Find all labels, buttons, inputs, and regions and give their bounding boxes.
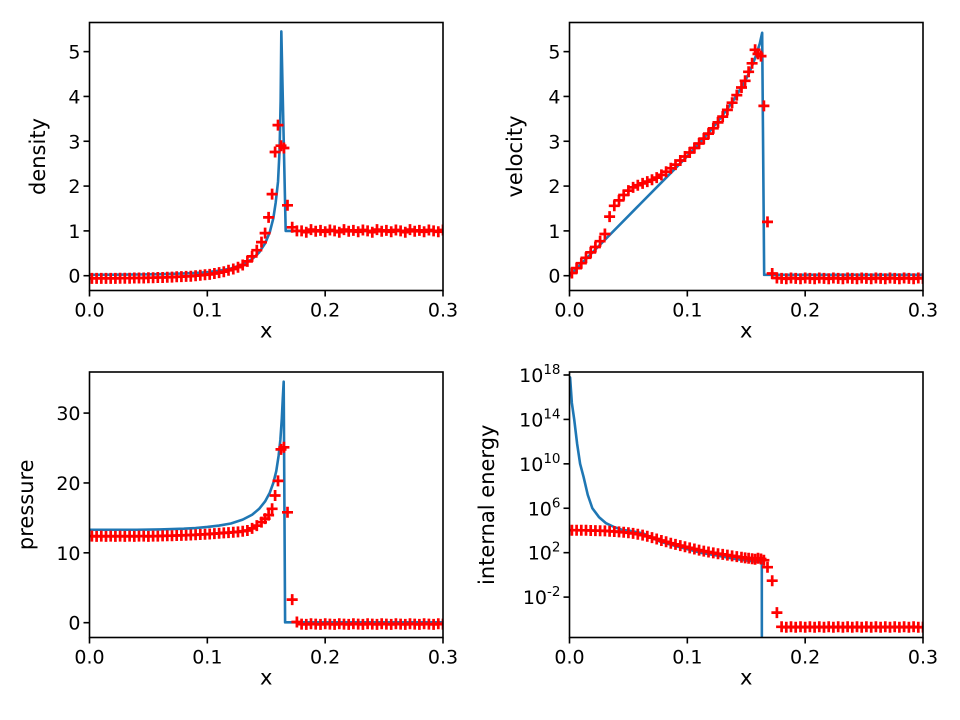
x-tick-label: 0.0	[74, 647, 104, 669]
velocity-x-axis-label: x	[740, 319, 752, 343]
velocity-particle-markers	[569, 44, 923, 285]
y-tick-label: 5	[68, 42, 80, 64]
internal-energy-solution-line	[569, 376, 764, 638]
subplot-internal-energy: 0.0 0.1 0.2 0.3 10-2 102 106 1010 1014 1018 x inter…	[475, 362, 938, 690]
y-tick-label: 1	[68, 221, 80, 243]
internal-energy-data-layer	[569, 376, 923, 638]
y-tick-label: 10	[56, 543, 80, 565]
subplot-velocity: 0.0 0.1 0.2 0.3 0 1 2 3 4 5 x velocity	[503, 21, 938, 343]
y-tick-label: 0	[68, 266, 80, 288]
y-tick-label: 10-2	[523, 584, 561, 609]
pressure-x-axis-label: x	[260, 666, 272, 690]
x-tick-label: 0.0	[554, 300, 584, 322]
y-tick-label: 2	[68, 176, 80, 198]
x-tick-label: 0.1	[192, 300, 222, 322]
velocity-y-axis-label: velocity	[503, 115, 527, 197]
pressure-y-axis-label: pressure	[14, 459, 38, 550]
pressure-axes-box	[88, 371, 444, 639]
y-tick-label: 5	[548, 42, 560, 64]
y-tick-label: 1	[548, 221, 560, 243]
x-tick-label: 0.3	[908, 647, 938, 669]
subplot-pressure: 0.0 0.1 0.2 0.3 0 10 20 30 x pressure	[14, 371, 458, 690]
y-tick-label: 20	[56, 473, 80, 495]
y-tick-label: 3	[548, 131, 560, 153]
y-tick-label: 4	[68, 86, 80, 108]
x-tick-label: 0.2	[790, 300, 820, 322]
internal-energy-x-axis-label: x	[740, 666, 752, 690]
y-tick-label: 0	[68, 613, 80, 635]
y-tick-label: 2	[548, 176, 560, 198]
x-tick-label: 0.1	[672, 647, 702, 669]
y-tick-label: 4	[548, 86, 560, 108]
x-tick-label: 0.0	[554, 647, 584, 669]
y-tick-label: 102	[528, 540, 561, 565]
y-tick-label: 1010	[519, 451, 560, 476]
x-tick-label: 0.3	[428, 300, 458, 322]
internal-energy-y-axis-label: internal energy	[475, 425, 499, 585]
x-tick-label: 0.2	[790, 647, 820, 669]
x-tick-label: 0.2	[310, 300, 340, 322]
y-tick-label: 106	[528, 495, 561, 520]
density-particle-markers	[89, 119, 443, 284]
density-y-axis-label: density	[26, 118, 50, 195]
density-axes-box	[88, 21, 444, 292]
subplot-density: 0.0 0.1 0.2 0.3 0 1 2 3 4 5 x density	[26, 21, 458, 343]
internal-energy-axes-box	[568, 371, 924, 639]
x-tick-label: 0.0	[74, 300, 104, 322]
x-tick-label: 0.3	[428, 647, 458, 669]
velocity-solution-line	[569, 31, 923, 278]
y-tick-label: 0	[548, 266, 560, 288]
y-tick-label: 30	[56, 403, 80, 425]
pressure-solution-line	[89, 380, 443, 624]
x-tick-label: 0.3	[908, 300, 938, 322]
y-tick-label: 1014	[519, 406, 560, 431]
x-tick-label: 0.1	[192, 647, 222, 669]
pressure-particle-markers	[89, 441, 443, 630]
x-tick-label: 0.1	[672, 300, 702, 322]
density-x-axis-label: x	[260, 319, 272, 343]
internal-energy-particle-markers	[569, 524, 923, 633]
pressure-data-layer	[89, 380, 443, 630]
density-data-layer	[89, 30, 443, 284]
velocity-data-layer	[569, 31, 923, 285]
y-tick-label: 1018	[519, 362, 560, 387]
velocity-axes-box	[568, 21, 924, 292]
x-tick-label: 0.2	[310, 647, 340, 669]
y-tick-label: 3	[68, 131, 80, 153]
